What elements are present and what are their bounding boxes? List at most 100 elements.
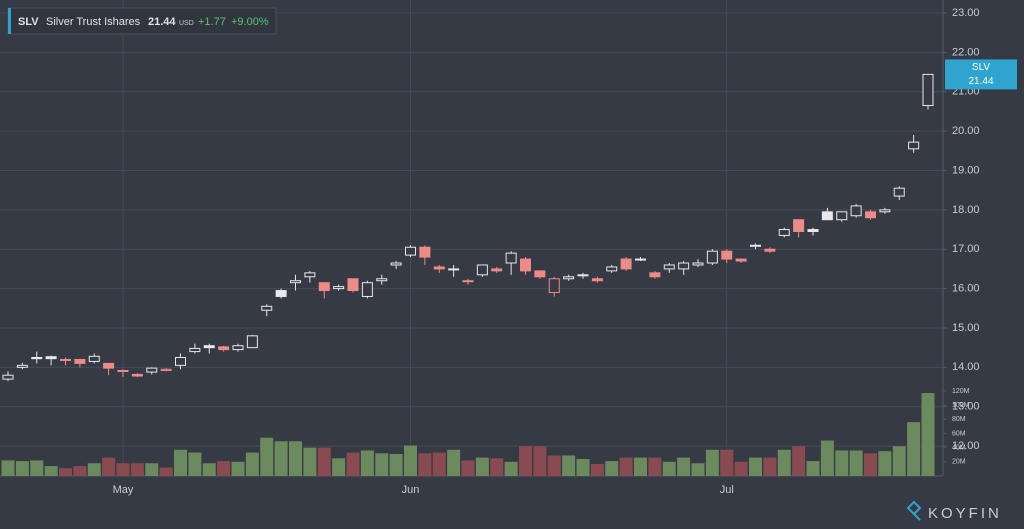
candle-body xyxy=(563,276,575,280)
candle-body xyxy=(361,282,373,297)
header: SLV Silver Trust Ishares 21.44 USD +1.77… xyxy=(7,7,277,35)
price: 21.44 xyxy=(148,16,176,28)
candle-body xyxy=(31,356,43,360)
change: +1.77 xyxy=(198,16,226,28)
candle-body xyxy=(16,364,28,368)
y2-tick-label: 60M xyxy=(952,430,966,437)
volume-bar xyxy=(116,463,130,476)
y-tick-label: 22.00 xyxy=(952,46,980,58)
volume-bar xyxy=(835,450,849,476)
volume-bar xyxy=(475,457,489,476)
candle-body xyxy=(764,248,776,252)
volume-bar xyxy=(217,461,231,476)
candle-body xyxy=(419,246,431,258)
volume-bar xyxy=(130,463,144,476)
candle-body xyxy=(922,73,934,107)
volume-bar xyxy=(792,446,806,476)
candle-body xyxy=(735,258,747,262)
y-tick-label: 20.00 xyxy=(952,125,980,137)
volume-bar xyxy=(677,457,691,476)
candle-body xyxy=(333,286,345,290)
volume-bar xyxy=(533,446,547,476)
candle-body xyxy=(246,335,258,349)
candle-body xyxy=(505,252,517,264)
candle-body xyxy=(347,278,359,292)
volume-bar xyxy=(231,461,245,476)
candle-body xyxy=(721,250,733,260)
candle-body xyxy=(649,272,661,278)
volume-bar xyxy=(188,452,202,476)
y2-tick-label: 120M xyxy=(952,388,970,395)
volume-bar xyxy=(30,460,44,476)
name: Silver Trust Ishares xyxy=(46,16,141,28)
volume-bar xyxy=(562,455,576,476)
candle-body xyxy=(160,368,172,371)
y-tick-label: 18.00 xyxy=(952,204,980,216)
candle-body xyxy=(189,347,201,353)
header-box xyxy=(7,7,277,35)
volume-bar xyxy=(360,450,374,476)
volume-bar xyxy=(820,440,834,476)
volume-bar xyxy=(274,441,288,476)
volume-bar xyxy=(174,449,187,476)
volume-bar xyxy=(619,457,633,476)
volume-bar xyxy=(634,457,647,476)
y-tick-label: 19.00 xyxy=(952,164,980,176)
candle-body xyxy=(261,305,273,311)
y-tick-label: 23.00 xyxy=(952,7,980,19)
volume-bar xyxy=(317,447,331,476)
candle-body xyxy=(620,258,632,270)
volume-bar xyxy=(375,453,389,476)
x-tick-label: May xyxy=(113,484,134,496)
candle-body xyxy=(534,270,546,278)
candle-body xyxy=(232,345,244,351)
volume-bar xyxy=(705,449,719,476)
candle-body xyxy=(635,258,646,261)
volume-bar xyxy=(720,449,734,476)
volume-bar xyxy=(102,457,116,476)
candle-body xyxy=(793,219,805,233)
volume-bar xyxy=(289,441,302,476)
volume-bar xyxy=(864,453,877,476)
candle-body xyxy=(865,211,876,219)
candle-body xyxy=(807,229,819,233)
volume-bar xyxy=(662,461,676,476)
y-tick-label: 15.00 xyxy=(952,322,980,334)
candle-body xyxy=(476,264,488,276)
volume-bar xyxy=(519,446,532,476)
candle-body xyxy=(175,356,186,366)
candle-body xyxy=(908,141,920,150)
y-tick-label: 17.00 xyxy=(952,243,980,255)
last-ticker: SLV xyxy=(972,62,990,73)
y2-tick-label: 100M xyxy=(952,402,970,409)
last-price: 21.44 xyxy=(968,76,993,87)
volume-bar xyxy=(734,461,748,476)
candle-body xyxy=(548,278,560,294)
candle-body xyxy=(750,244,761,247)
candle-body xyxy=(577,274,589,277)
currency: USD xyxy=(179,20,194,27)
y2-tick-label: 40M xyxy=(952,444,966,451)
logo-icon xyxy=(906,500,922,521)
y-tick-label: 13.00 xyxy=(952,401,980,413)
candle-body xyxy=(2,374,14,380)
candle-body xyxy=(836,211,848,221)
candle-body xyxy=(318,282,330,292)
candle-body xyxy=(405,246,416,256)
volume-bar xyxy=(332,458,346,476)
volume-bar xyxy=(245,452,259,476)
volume-bar xyxy=(907,422,921,476)
grid xyxy=(0,0,943,476)
candle-body xyxy=(304,272,316,278)
change-pct: +9.00% xyxy=(231,16,269,28)
volume-bar xyxy=(490,458,504,476)
ticker: SLV xyxy=(18,16,39,28)
volume-bar xyxy=(547,455,561,476)
candle-body xyxy=(131,373,143,377)
candle-body xyxy=(290,280,301,284)
candle-body xyxy=(821,211,833,221)
y2-tick-label: 80M xyxy=(952,416,966,423)
